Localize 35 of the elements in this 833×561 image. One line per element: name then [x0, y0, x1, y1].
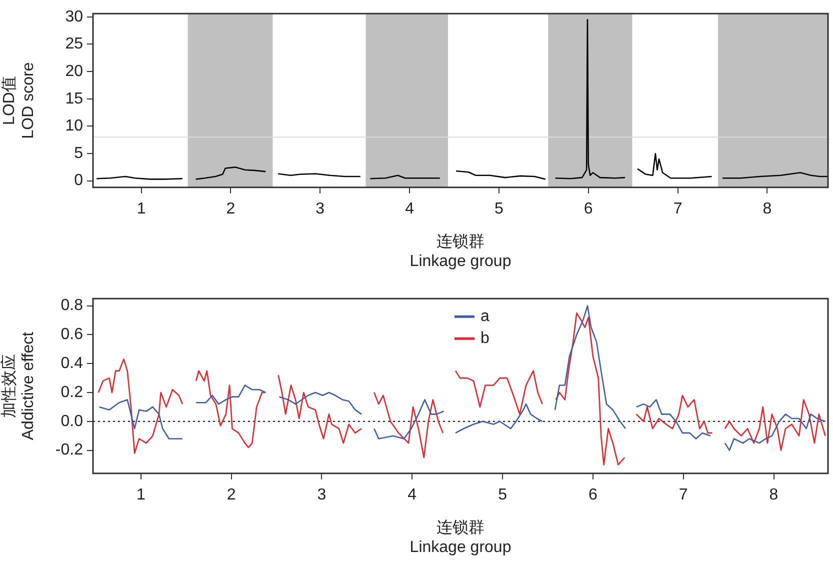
y-tick-label: 20 — [65, 62, 84, 80]
y-tick-label: 0.6 — [60, 326, 84, 344]
y-axis-title: LOD值 LOD score — [1, 62, 38, 139]
x-tick-label: 2 — [226, 486, 236, 504]
y-tick-label: 0.8 — [60, 297, 84, 314]
x-tick-label: 2 — [226, 200, 236, 218]
y-tick-label: 0.0 — [60, 412, 84, 430]
x-tick-label: 7 — [678, 486, 688, 504]
x-tick-label: 4 — [405, 200, 414, 218]
x-tick-label: 1 — [136, 486, 146, 504]
legend-label: b — [480, 330, 490, 348]
y-tick-label: 5 — [74, 144, 84, 162]
x-tick-label: 6 — [588, 486, 598, 504]
x-tick-label: 4 — [408, 486, 417, 504]
legend-label: a — [480, 308, 490, 326]
x-tick-label: 6 — [584, 200, 593, 218]
y-tick-label: 10 — [65, 118, 84, 135]
x-tick-label: 1 — [136, 200, 146, 218]
y-tick-label: 0.2 — [60, 384, 84, 401]
x-tick-label: 8 — [769, 486, 778, 504]
y-tick-label: 0.4 — [60, 355, 84, 372]
x-axis-title: 连锁群 Linkage group — [410, 232, 512, 270]
y-tick-label: 15 — [65, 90, 84, 108]
x-tick-label: 5 — [498, 486, 508, 504]
y-tick-label: 30 — [65, 8, 84, 26]
y-tick-label: 0 — [74, 172, 84, 190]
x-tick-label: 7 — [673, 200, 682, 218]
x-axis-title: 连锁群 Linkage group — [410, 518, 512, 556]
x-tick-label: 3 — [317, 486, 326, 504]
y-axis-title: 加性效应 Addictive effect — [0, 331, 38, 440]
y-tick-label: 25 — [65, 36, 84, 53]
x-tick-label: 3 — [316, 200, 325, 218]
x-tick-label: 8 — [762, 200, 772, 218]
x-tick-label: 5 — [494, 200, 504, 218]
y-tick-label: -0.2 — [55, 442, 84, 459]
